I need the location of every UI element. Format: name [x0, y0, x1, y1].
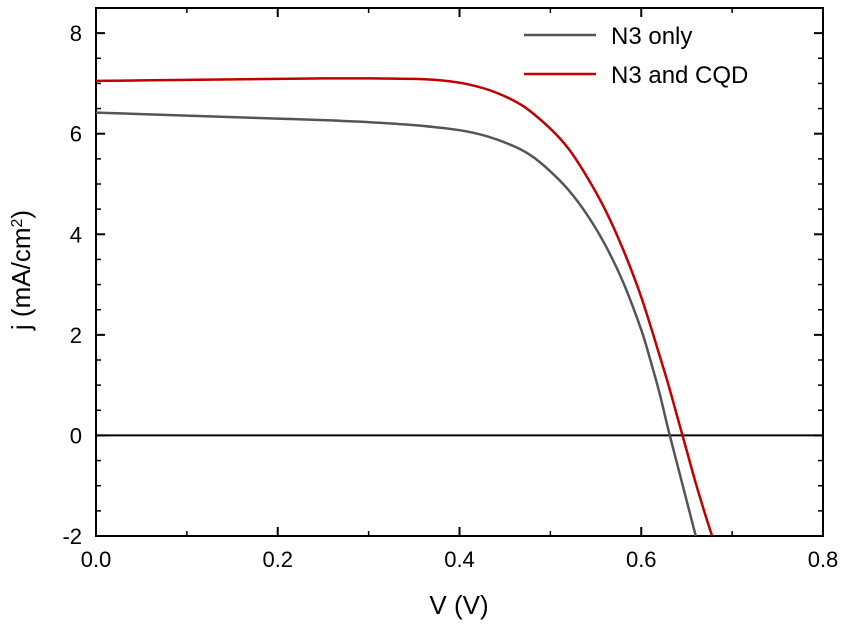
y-tick-label: 4 [70, 222, 82, 247]
series-line-2 [96, 77, 714, 536]
x-axis-title: V (V) [429, 590, 488, 620]
tick-labels: 0.0 0.2 0.4 0.6 0.8 -2 0 2 4 6 8 [62, 21, 838, 572]
y-tick-label: 0 [70, 423, 82, 448]
y-tick-label: 8 [70, 21, 82, 46]
x-tick-label: 0.0 [81, 547, 112, 572]
series-line-1 [96, 111, 697, 536]
legend: N3 only N3 and CQD [524, 23, 748, 89]
legend-label-1: N3 only [611, 23, 692, 50]
legend-label-2: N3 and CQD [611, 62, 748, 89]
y-axis-title: j (mA/cm2) [6, 210, 36, 331]
x-tick-label: 0.4 [444, 547, 475, 572]
x-tick-label: 0.8 [808, 547, 839, 572]
y-tick-label: -2 [62, 524, 82, 549]
y-axis-title-end: ) [6, 210, 36, 219]
y-axis-title-sup: 2 [9, 219, 26, 228]
y-tick-label: 2 [70, 323, 82, 348]
x-tick-label: 0.6 [626, 547, 657, 572]
y-tick-label: 6 [70, 122, 82, 147]
x-tick-label: 0.2 [262, 547, 293, 572]
series-lines [96, 77, 714, 536]
axis-ticks [95, 7, 824, 537]
y-axis-title-main: j (mA/cm [6, 228, 36, 332]
